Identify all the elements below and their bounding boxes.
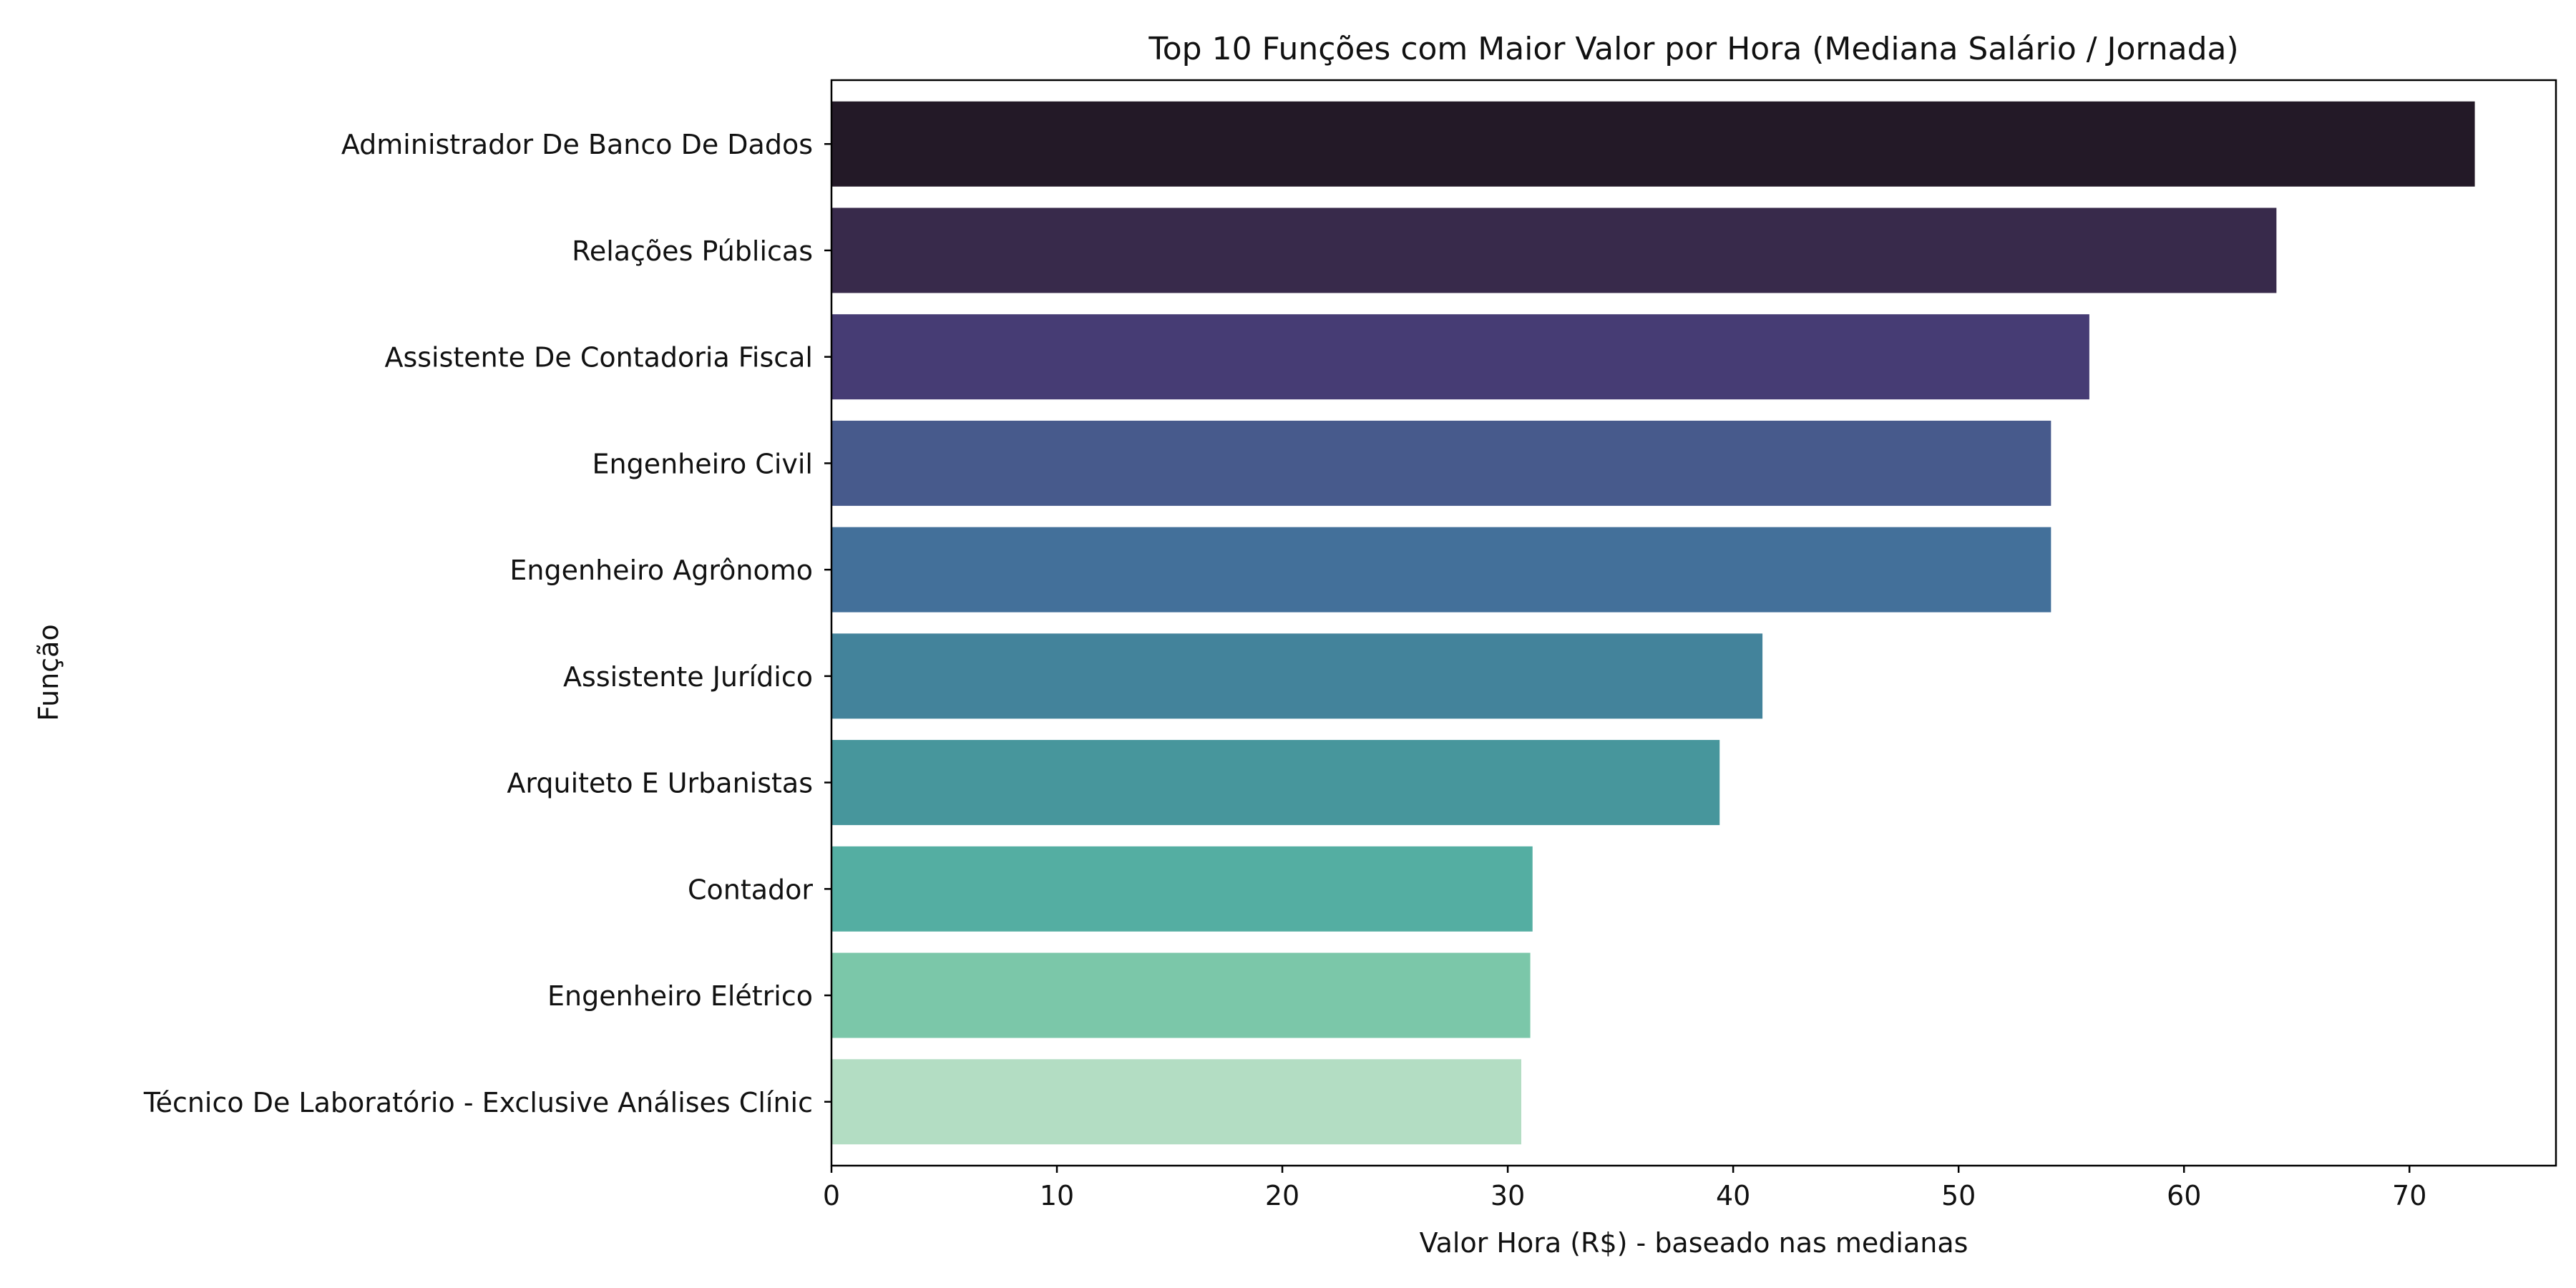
category-labels: Administrador De Banco De Dados Relações …: [143, 129, 831, 1118]
x-tick-label: 40: [1716, 1180, 1750, 1211]
category-label: Assistente De Contadoria Fiscal: [384, 342, 813, 374]
bar: [831, 952, 1531, 1038]
x-tick-label: 30: [1491, 1180, 1525, 1211]
category-label: Técnico De Laboratório - Exclusive Análi…: [143, 1087, 813, 1118]
category-label: Engenheiro Elétrico: [547, 980, 813, 1012]
x-tick-label: 0: [823, 1180, 840, 1211]
bar: [831, 101, 2475, 187]
category-label: Engenheiro Agrônomo: [509, 555, 813, 586]
x-axis-ticks: 0 10 20 30 40 50 60 70: [823, 1166, 2426, 1211]
bar: [831, 208, 2277, 293]
bar: [831, 846, 1533, 932]
category-label: Relações Públicas: [572, 235, 813, 267]
bar: [831, 420, 2051, 506]
bar: [831, 740, 1720, 826]
x-tick-label: 70: [2392, 1180, 2426, 1211]
x-tick-label: 50: [1941, 1180, 1976, 1211]
plot-frame: [830, 79, 2557, 1167]
x-tick-label: 60: [2167, 1180, 2201, 1211]
category-label: Engenheiro Civil: [592, 448, 813, 479]
category-label: Administrador De Banco De Dados: [341, 129, 813, 160]
bar: [831, 314, 2089, 400]
category-label: Assistente Jurídico: [563, 661, 813, 693]
bar: [831, 527, 2051, 613]
x-tick-label: 10: [1040, 1180, 1074, 1211]
category-label: Arquiteto E Urbanistas: [507, 768, 813, 799]
bar: [831, 633, 1763, 719]
y-axis-label: Função: [33, 624, 64, 721]
category-label: Contador: [688, 874, 813, 905]
bar: [831, 1059, 1521, 1145]
chart-title: Top 10 Funções com Maior Valor por Hora …: [1148, 31, 2238, 67]
bars-group: [831, 101, 2475, 1145]
x-tick-label: 20: [1265, 1180, 1299, 1211]
x-axis-label: Valor Hora (R$) - baseado nas medianas: [1420, 1227, 1968, 1259]
